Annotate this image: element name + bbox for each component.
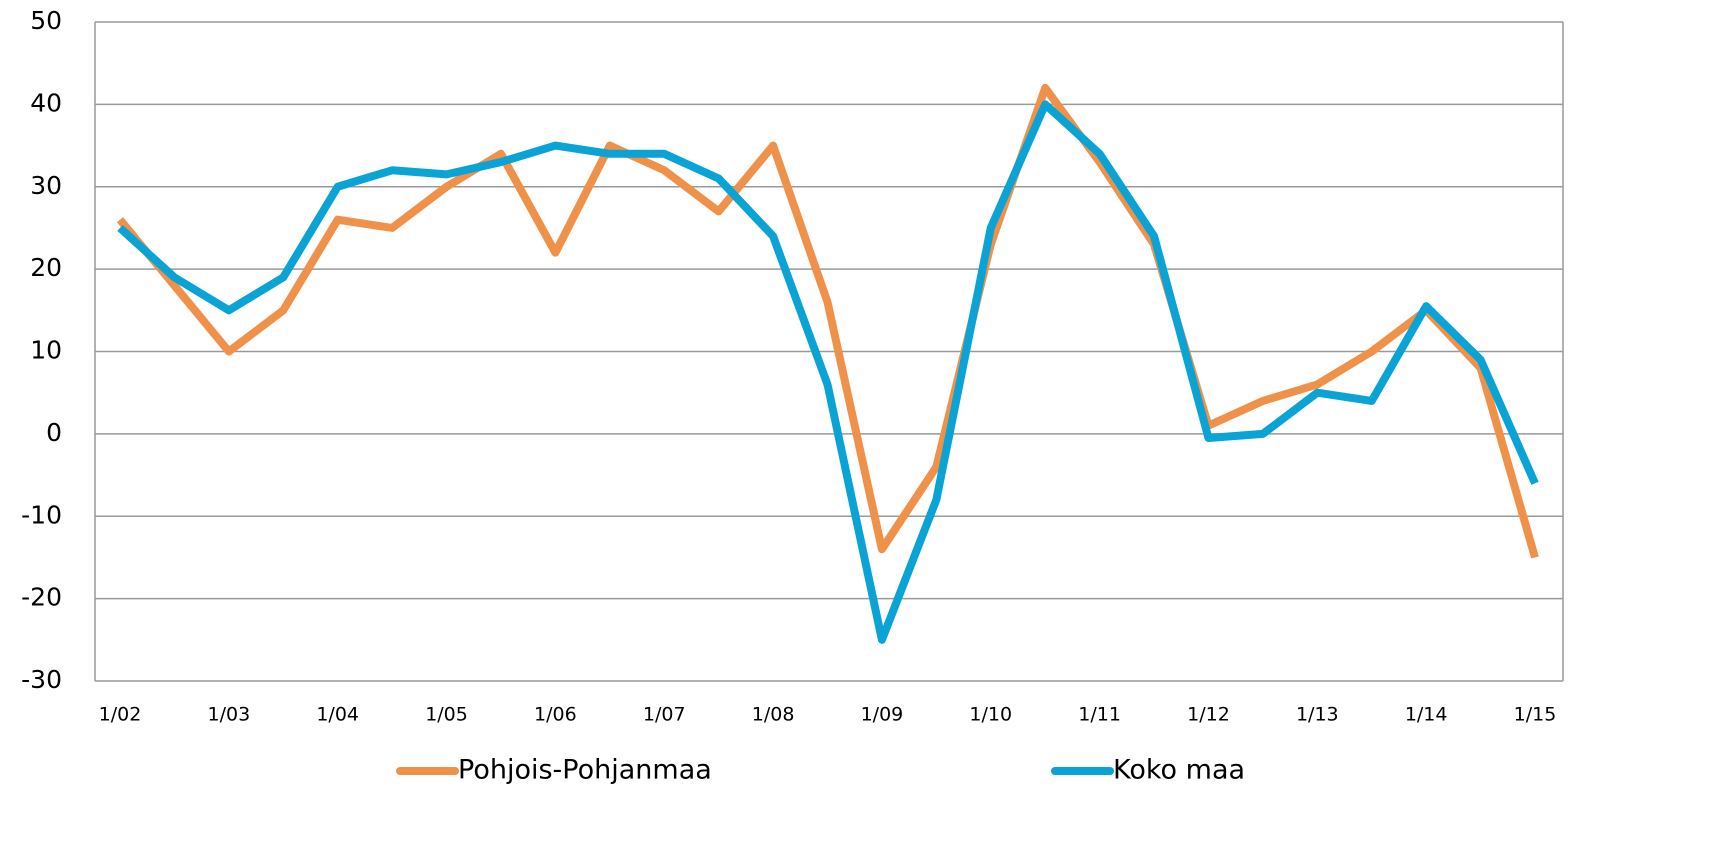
x-tick-label: 1/06 xyxy=(534,704,577,726)
y-tick-label: 30 xyxy=(30,171,62,200)
y-tick-label: 50 xyxy=(30,6,62,35)
y-tick-label: 20 xyxy=(30,253,62,282)
x-tick-label: 1/07 xyxy=(643,704,686,726)
x-tick-label: 1/15 xyxy=(1514,704,1557,726)
x-tick-label: 1/04 xyxy=(316,704,359,726)
y-tick-label: -30 xyxy=(21,665,62,694)
x-tick-label: 1/08 xyxy=(752,704,795,726)
y-tick-label: 40 xyxy=(30,88,62,117)
x-tick-label: 1/13 xyxy=(1296,704,1339,726)
legend-label: Pohjois-Pohjanmaa xyxy=(458,755,712,786)
x-tick-label: 1/14 xyxy=(1405,704,1448,726)
y-tick-label: -10 xyxy=(21,500,62,529)
x-tick-label: 1/05 xyxy=(425,704,468,726)
line xyxy=(116,83,1539,559)
y-tick-label: -20 xyxy=(21,583,62,612)
x-tick-label: 1/02 xyxy=(99,704,142,726)
x-tick-label: 1/12 xyxy=(1187,704,1230,726)
legend-label: Koko maa xyxy=(1113,755,1245,786)
x-tick-label: 1/03 xyxy=(208,704,251,726)
x-tick-label: 1/11 xyxy=(1078,704,1121,726)
y-tick-label: 10 xyxy=(30,336,62,365)
y-tick-label: 0 xyxy=(46,418,62,447)
x-tick-label: 1/10 xyxy=(969,704,1012,726)
line xyxy=(117,100,1539,644)
x-tick-label: 1/09 xyxy=(861,704,904,726)
